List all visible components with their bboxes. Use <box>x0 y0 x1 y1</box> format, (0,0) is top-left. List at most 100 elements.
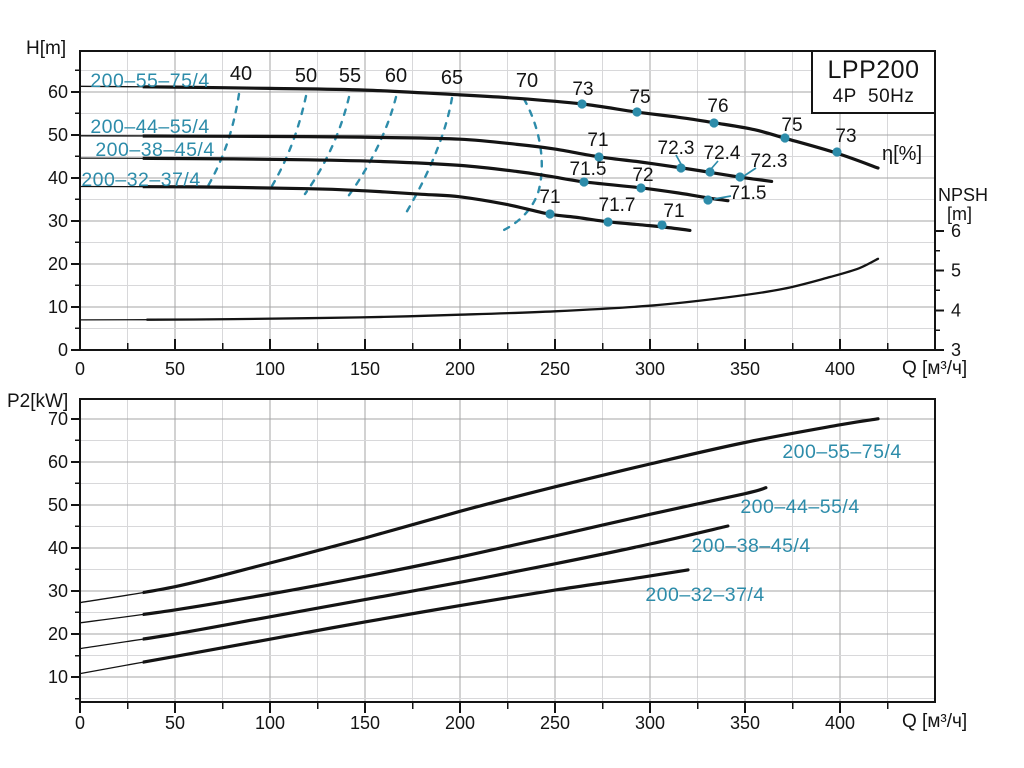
y-tick-label: 10 <box>48 667 68 687</box>
x-tick-label: 50 <box>165 359 185 379</box>
y-tick-label: 70 <box>48 409 68 429</box>
power-curve <box>142 524 730 641</box>
h-axis-label: H[m] <box>26 38 67 59</box>
y-tick-label: 20 <box>48 254 68 274</box>
npsh-unit-label: [m] <box>947 204 972 224</box>
efficiency-dot <box>735 172 745 182</box>
y-tick-label: 60 <box>48 82 68 102</box>
efficiency-dot <box>703 195 713 205</box>
efficiency-contour-label: 55 <box>339 65 361 87</box>
efficiency-value-label: 71.7 <box>599 195 636 216</box>
efficiency-contour-label: 50 <box>295 65 317 87</box>
efficiency-value-label: 71.5 <box>730 183 767 204</box>
pump-curve <box>142 156 730 203</box>
npsh-curve <box>146 257 880 321</box>
y-tick-label: 50 <box>48 125 68 145</box>
efficiency-leader <box>743 167 757 177</box>
efficiency-value-label: 75 <box>781 115 802 136</box>
npsh-tick-label: 5 <box>951 261 961 281</box>
series-label: 200–32–37/4 <box>645 584 764 606</box>
x-tick-label: 250 <box>540 713 570 733</box>
efficiency-value-label: 71 <box>587 130 608 151</box>
efficiency-dot <box>705 167 715 177</box>
y-tick-label: 30 <box>48 581 68 601</box>
efficiency-dot <box>603 217 613 227</box>
x-tick-label: 100 <box>255 359 285 379</box>
efficiency-dot <box>545 209 555 219</box>
series-label: 200–55–75/4 <box>90 70 209 92</box>
efficiency-contour-label: 40 <box>230 63 252 85</box>
npsh-tick-label: 6 <box>951 221 961 241</box>
efficiency-value-label: 76 <box>707 96 728 117</box>
series-label: 200–38–45/4 <box>691 535 810 557</box>
y-tick-label: 40 <box>48 168 68 188</box>
power-curve <box>142 568 690 664</box>
efficiency-value-label: 72.3 <box>751 151 788 172</box>
efficiency-value-label: 72.4 <box>704 143 741 164</box>
efficiency-value-label: 71 <box>539 187 560 208</box>
efficiency-contour <box>345 95 398 200</box>
efficiency-value-label: 71 <box>663 201 684 222</box>
efficiency-contour-label: 70 <box>516 70 538 92</box>
npsh-tick-label: 3 <box>951 340 961 360</box>
y-tick-label: 20 <box>48 624 68 644</box>
efficiency-value-label: 75 <box>629 87 650 108</box>
x-tick-label: 400 <box>825 713 855 733</box>
x-tick-label: 350 <box>730 713 760 733</box>
x-tick-label: 250 <box>540 359 570 379</box>
efficiency-dot <box>780 133 790 143</box>
efficiency-dot <box>657 220 667 230</box>
efficiency-value-label: 72 <box>632 165 653 186</box>
x-tick-label: 400 <box>825 359 855 379</box>
npsh-tick-label: 4 <box>951 300 961 320</box>
power-flow-chart: 10 20 30 40 50 60 70 0 50 100 150 200 250 300 350 400 20… <box>48 398 936 733</box>
power-curve <box>142 486 768 617</box>
x-tick-label: 0 <box>75 713 85 733</box>
eta-axis-label: η[%] <box>882 143 923 165</box>
npsh-axis-label: NPSH <box>938 185 989 205</box>
x-tick-label: 150 <box>350 713 380 733</box>
y-tick-label: 30 <box>48 211 68 231</box>
efficiency-leader <box>710 160 719 170</box>
efficiency-dot <box>709 118 719 128</box>
y-tick-label: 0 <box>58 340 68 360</box>
x-tick-label: 50 <box>165 713 185 733</box>
model-title-box: LPP200 4P 50Hz <box>811 50 936 114</box>
efficiency-dot <box>579 177 589 187</box>
x-tick-label: 300 <box>635 713 665 733</box>
series-label: 200–44–55/4 <box>740 496 859 518</box>
x-tick-label: 350 <box>730 359 760 379</box>
pump-curve <box>142 185 692 232</box>
x-tick-label: 100 <box>255 713 285 733</box>
head-flow-chart: 0 10 20 30 40 50 60 0 50 100 150 200 250 300 350 400 3 4 5… <box>48 50 961 379</box>
npsh-curve-thin <box>79 258 879 321</box>
series-label: 200–32–37/4 <box>81 169 200 191</box>
efficiency-contour-label: 65 <box>441 67 463 89</box>
efficiency-leader <box>713 195 732 200</box>
x-tick-label: 200 <box>445 713 475 733</box>
model-spec: 4P 50Hz <box>832 86 915 107</box>
efficiency-dot <box>594 152 604 162</box>
efficiency-contour <box>267 94 308 193</box>
x-tick-label: 200 <box>445 359 475 379</box>
efficiency-value-label: 73 <box>572 79 593 100</box>
x-tick-label: 150 <box>350 359 380 379</box>
efficiency-contour-label: 60 <box>385 65 407 87</box>
efficiency-dot <box>636 183 646 193</box>
y-tick-label: 10 <box>48 297 68 317</box>
efficiency-value-label: 72.3 <box>658 138 695 159</box>
efficiency-dot <box>632 107 642 117</box>
series-label: 200–38–45/4 <box>95 139 214 161</box>
model-name: LPP200 <box>827 56 920 84</box>
efficiency-value-label: 73 <box>835 126 856 147</box>
efficiency-contour <box>502 97 543 232</box>
q-axis-label-top: Q [м³/ч] <box>902 358 968 379</box>
efficiency-leader <box>675 154 682 165</box>
q-axis-label-bottom: Q [м³/ч] <box>902 711 968 732</box>
efficiency-contour <box>303 95 351 196</box>
efficiency-dot <box>832 147 842 157</box>
series-label: 200–44–55/4 <box>90 116 209 138</box>
efficiency-contour <box>404 96 454 215</box>
